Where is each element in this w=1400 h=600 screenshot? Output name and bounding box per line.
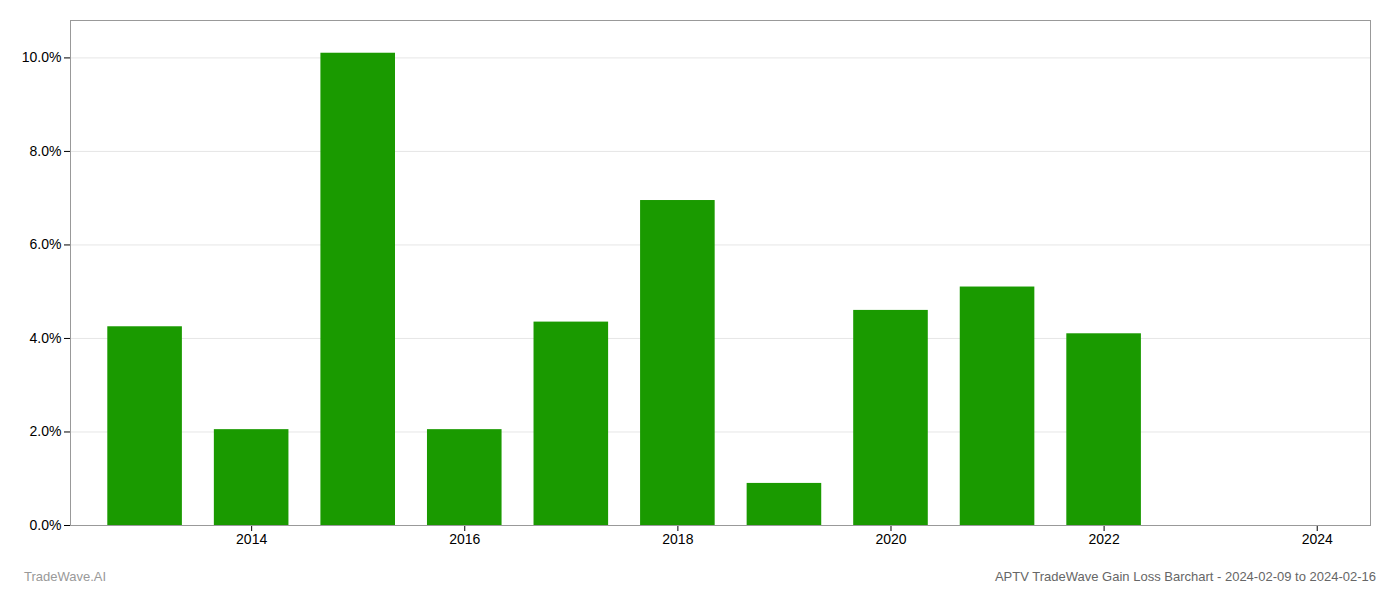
svg-text:2.0%: 2.0% (30, 423, 62, 439)
svg-text:2018: 2018 (662, 531, 693, 547)
svg-text:8.0%: 8.0% (30, 143, 62, 159)
svg-text:10.0%: 10.0% (22, 49, 62, 65)
svg-text:2014: 2014 (236, 531, 267, 547)
svg-text:2022: 2022 (1089, 531, 1120, 547)
svg-text:2024: 2024 (1302, 531, 1333, 547)
svg-text:6.0%: 6.0% (30, 236, 62, 252)
svg-text:4.0%: 4.0% (30, 330, 62, 346)
svg-text:2016: 2016 (449, 531, 480, 547)
svg-text:0.0%: 0.0% (30, 517, 62, 533)
html-text:TradeWave.AI: TradeWave.AI (24, 569, 107, 584)
html-text:APTV TradeWave Gain Loss Barch: APTV TradeWave Gain Loss Barchart - 2024… (994, 569, 1376, 584)
svg-text:2020: 2020 (875, 531, 906, 547)
